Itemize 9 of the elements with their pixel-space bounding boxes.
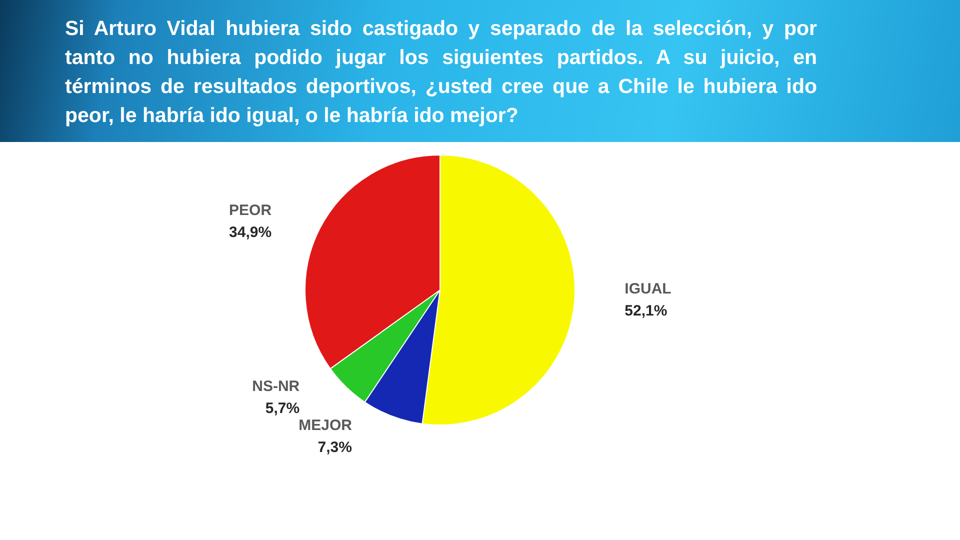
slice-label: PEOR <box>229 202 272 219</box>
data-label: 52,1% <box>624 302 668 320</box>
data-label: 5,7% <box>265 400 300 418</box>
slice-label: IGUAL <box>624 280 672 298</box>
data-label: 7,3% <box>318 439 352 456</box>
slice-label: NS-NR <box>252 378 300 396</box>
slice-label: MEJOR <box>298 417 352 434</box>
data-label: 34,9% <box>229 224 272 241</box>
chart-title: Si Arturo Vidal hubiera sido castigado y separado de la selección, y por tanto no hubiera podido jugar los siguientes partidos. A su juicio, en términos de resultados deportivos, ¿usted cree que a Chile le hubiera ido peor, le habría ido igual, o le habría ido mejor? <box>65 16 817 129</box>
